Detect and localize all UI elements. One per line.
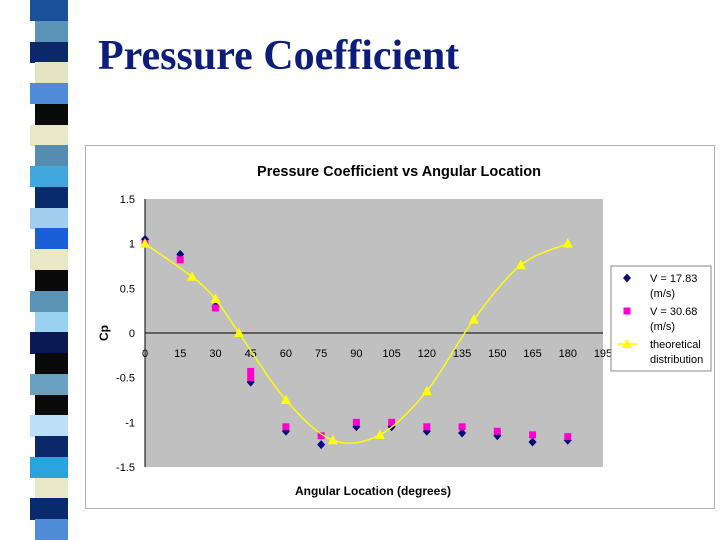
data-point-square <box>458 423 466 431</box>
y-tick-label: -1.5 <box>116 462 135 474</box>
y-tick-label: 0.5 <box>120 283 135 295</box>
data-point-triangle <box>140 238 150 248</box>
legend-marker-triangle <box>622 338 632 348</box>
chart-title: Pressure Coefficient vs Angular Location <box>257 164 541 180</box>
data-point-square <box>529 431 537 439</box>
data-point-triangle <box>327 434 338 445</box>
data-point-diamond <box>317 440 326 450</box>
stripe-block <box>30 41 68 63</box>
stripe-block <box>30 332 68 354</box>
stripe-block <box>35 353 68 375</box>
stripe-block <box>35 103 68 126</box>
stripe-block <box>30 456 68 479</box>
legend-marker-diamond <box>623 273 631 283</box>
x-tick-label: 90 <box>350 348 362 360</box>
data-point-square <box>317 432 325 440</box>
stripe-block <box>35 62 68 84</box>
x-tick-label: 45 <box>245 348 257 360</box>
stripe-block <box>35 519 68 540</box>
data-point-triangle <box>468 314 479 324</box>
legend-box <box>610 265 712 372</box>
legend-label: (m/s) <box>650 288 675 300</box>
legend-entry: V = 17.83 (m/s) <box>623 273 697 300</box>
slide-title: Pressure Coefficient <box>98 33 460 79</box>
series-3 <box>140 238 573 445</box>
decorative-stripe-column <box>0 0 68 540</box>
stripe-block <box>30 0 68 22</box>
data-point-square <box>564 433 572 441</box>
y-tick-label: -0.5 <box>116 373 135 385</box>
x-tick-label: 30 <box>209 348 221 360</box>
y-axis-label: Cp <box>97 325 111 341</box>
legend-marker-square <box>623 307 631 315</box>
stripe-block <box>30 83 68 105</box>
x-tick-label: 195 <box>594 348 612 360</box>
legend-entries: V = 17.83 (m/s) V = 30.68 (m/s) theoretical d… <box>617 273 703 366</box>
legend-label: distribution <box>650 354 703 366</box>
x-tick-label: 60 <box>280 348 292 360</box>
x-tick-label: 105 <box>382 348 400 360</box>
data-point-square <box>247 367 255 375</box>
data-point-square <box>388 418 396 426</box>
stripe-block <box>30 207 68 229</box>
stripe-block <box>30 249 68 271</box>
x-tick-label: 135 <box>453 348 471 360</box>
data-point-triangle <box>374 429 385 439</box>
stripe-block <box>30 373 68 396</box>
data-point-triangle <box>233 327 244 337</box>
stripe-block <box>30 498 68 520</box>
stripe-block <box>30 415 68 437</box>
data-point-square <box>423 423 431 431</box>
stripe-block <box>35 436 68 458</box>
stripe-block <box>30 290 68 313</box>
legend-entry: theoretical distribution <box>617 338 703 366</box>
y-tick-label: 1.5 <box>120 194 135 206</box>
data-point-square <box>247 374 255 382</box>
data-point-diamond <box>528 437 537 447</box>
y-tick-label: -1 <box>125 417 135 429</box>
chart-svg: Pressure Coefficient vs Angular Location… <box>97 164 712 498</box>
stripe-block <box>35 477 68 499</box>
data-point-square <box>282 423 290 431</box>
y-tick-labels: 1.5 1 0.5 0 -0.5 -1 -1.5 <box>116 194 135 474</box>
x-tick-label: 180 <box>559 348 577 360</box>
data-point-triangle <box>421 385 432 396</box>
stripe-block <box>35 20 68 43</box>
y-tick-label: 1 <box>129 239 135 251</box>
x-axis-label: Angular Location (degrees) <box>295 484 451 498</box>
data-point-triangle <box>280 394 291 404</box>
chart-container: Pressure Coefficient vs Angular Location… <box>85 145 715 509</box>
data-point-triangle <box>186 271 197 281</box>
stripe-block <box>35 311 68 333</box>
series-layer <box>140 234 573 450</box>
y-tick-label: 0 <box>129 328 135 340</box>
data-point-triangle <box>515 259 526 270</box>
x-tick-label: 120 <box>418 348 436 360</box>
legend-label: theoretical <box>650 339 701 351</box>
data-point-square <box>176 256 184 264</box>
data-point-square <box>493 427 501 435</box>
stripe-block <box>35 145 68 167</box>
stripe-block <box>30 166 68 188</box>
x-tick-label: 150 <box>488 348 506 360</box>
legend: V = 17.83 (m/s) V = 30.68 (m/s) theoretical d… <box>610 265 712 372</box>
legend-entry: V = 30.68 (m/s) <box>623 306 697 333</box>
data-point-triangle <box>562 238 573 248</box>
legend-label: V = 17.83 <box>650 273 697 285</box>
x-tick-label: 75 <box>315 348 327 360</box>
stripe-block <box>35 186 68 209</box>
legend-label: (m/s) <box>650 321 675 333</box>
stripe-block <box>35 270 68 292</box>
x-tick-label: 15 <box>174 348 186 360</box>
legend-label: V = 30.68 <box>650 306 697 318</box>
data-point-square <box>352 418 360 426</box>
x-tick-label: 165 <box>523 348 541 360</box>
data-point-triangle <box>210 293 221 304</box>
stripe-block <box>30 124 68 146</box>
x-tick-labels: 0153045607590105120135150165180195 <box>142 348 612 360</box>
stripe-block <box>35 394 68 416</box>
data-point-diamond <box>458 428 467 438</box>
data-point-square <box>211 304 219 312</box>
stripe-block <box>35 228 68 250</box>
